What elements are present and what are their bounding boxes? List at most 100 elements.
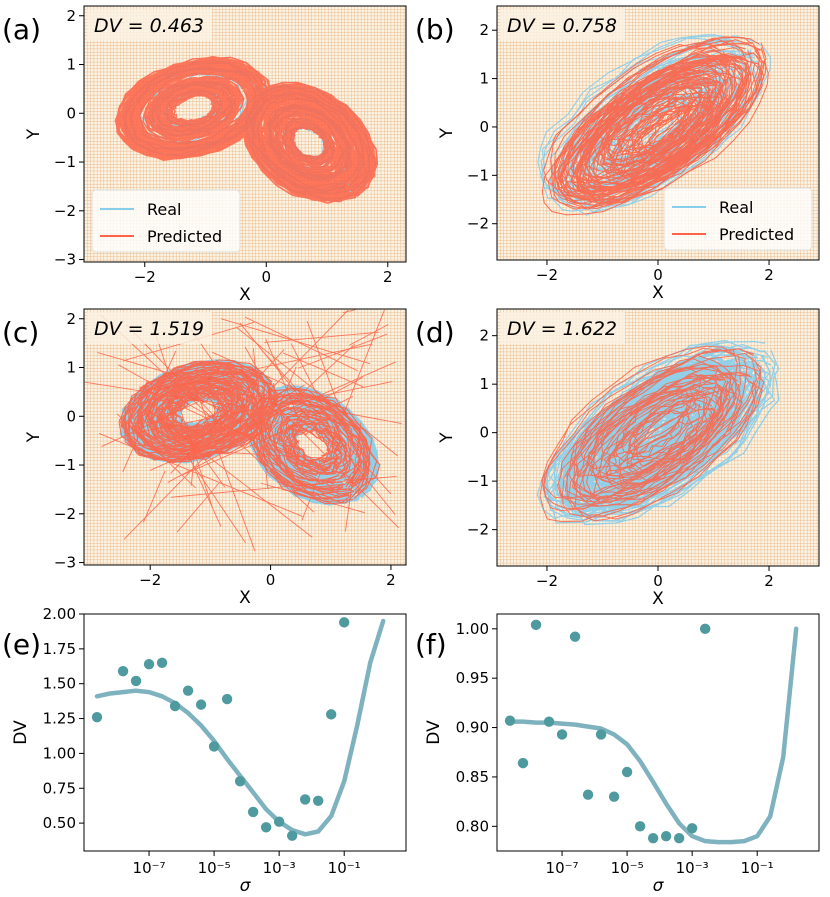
data-point <box>339 617 350 628</box>
y-tick-label: −2 <box>54 505 76 523</box>
streak <box>116 413 197 489</box>
x-tick-label: 2 <box>764 572 774 590</box>
data-point <box>234 776 246 787</box>
pred-loop <box>155 385 238 439</box>
streak <box>156 343 373 391</box>
streak <box>122 350 177 473</box>
panel-label: (c) <box>2 316 39 349</box>
chart-f: 10⁻⁷ 10⁻⁵ 10⁻³ 10⁻¹ 1.00 0.95 0.90 0.85 0.80 σ DV (… <box>415 613 820 896</box>
y-axis-label: Y <box>24 128 44 140</box>
data-point <box>117 665 129 677</box>
pred-loop <box>566 377 736 510</box>
data-point <box>673 832 685 844</box>
streak <box>344 422 362 532</box>
y-tick-label: 0.90 <box>456 719 489 737</box>
data-point <box>91 711 103 723</box>
y-tick-label: 0 <box>479 424 489 442</box>
data-point <box>169 700 181 712</box>
pred-loop <box>619 109 693 168</box>
streak <box>176 482 220 533</box>
pred-loop <box>627 403 693 456</box>
pred-loop <box>128 64 262 153</box>
pred-loop <box>155 81 231 135</box>
streak <box>147 379 226 488</box>
pred-loop <box>574 53 753 198</box>
streak <box>271 384 305 406</box>
pred-loop <box>612 387 721 475</box>
predicted-trajectory <box>114 55 379 204</box>
data-point <box>130 675 142 687</box>
y-tick-label: −3 <box>54 251 76 269</box>
pred-loop <box>621 83 706 150</box>
pred-loop <box>265 101 355 183</box>
dv-value: DV = 1.519 <box>94 318 204 340</box>
streak <box>290 343 346 449</box>
legend-label: Real <box>719 198 754 217</box>
predicted-trajectory <box>541 36 769 216</box>
data-point <box>208 741 220 752</box>
x-tick-label: 2 <box>386 571 396 589</box>
y-tick-label: 0 <box>479 118 489 136</box>
chart-e: 10⁻⁷ 10⁻⁵ 10⁻³ 10⁻¹ 2.00 1.75 1.50 1.25 1.00 0.75… <box>2 605 407 896</box>
data-point <box>608 791 620 802</box>
x-tick-label: 10⁻¹ <box>741 859 774 877</box>
streak <box>342 309 356 314</box>
streak <box>188 325 281 460</box>
data-point <box>569 631 581 642</box>
pred-loop <box>581 383 722 501</box>
pred-loop <box>578 75 711 179</box>
data-point <box>195 699 207 710</box>
y-tick-label: 2 <box>479 21 489 39</box>
x-tick-label: −2 <box>536 266 558 284</box>
chart-frame <box>83 613 407 852</box>
data-point <box>143 658 155 670</box>
panel-b: −2 0 2 2 1 0 −1 −2 X Y (b) DV = 0.758 Real Predicted <box>415 5 820 303</box>
data-point <box>699 623 711 635</box>
y-tick-label: 0.95 <box>456 669 489 687</box>
pred-loop <box>123 360 273 463</box>
y-axis-label: Y <box>437 127 457 139</box>
streak <box>97 352 366 431</box>
pred-loop <box>250 392 369 499</box>
data-point <box>686 823 698 834</box>
pred-loop <box>647 100 712 157</box>
dv-background <box>87 312 212 344</box>
y-tick-label: 1.25 <box>43 710 76 728</box>
pred-loop <box>593 373 755 505</box>
streak <box>100 314 315 513</box>
x-tick-label: 0 <box>261 268 271 286</box>
trajectories <box>114 55 379 204</box>
pred-loop <box>579 364 765 507</box>
pred-loop <box>255 96 363 191</box>
y-tick-label: 2 <box>66 7 76 25</box>
y-axis-label: DV <box>424 720 444 745</box>
pred-loop <box>280 117 339 171</box>
pred-loop <box>150 380 244 442</box>
pred-loop <box>620 392 697 455</box>
streak <box>182 422 304 476</box>
pred-loop <box>249 89 370 196</box>
legend: Real Predicted <box>91 189 241 253</box>
streak <box>236 327 399 457</box>
pred-loop <box>123 363 270 461</box>
streak <box>190 424 198 487</box>
panel-label: (e) <box>2 628 41 661</box>
pred-loop <box>117 58 269 159</box>
y-tick-label: −3 <box>54 554 76 572</box>
streak <box>239 392 402 425</box>
streak <box>118 364 256 443</box>
pred-loop <box>264 102 353 183</box>
pred-loop <box>172 394 223 430</box>
panel-frame <box>83 5 407 263</box>
pred-loop <box>168 92 218 125</box>
streak <box>84 381 245 408</box>
data-point <box>517 757 529 769</box>
y-tick-label: 0.75 <box>43 779 76 797</box>
pred-loop <box>165 89 222 128</box>
y-tick-label: 0.85 <box>456 768 489 786</box>
pred-loop <box>149 380 251 445</box>
pred-loop <box>159 386 239 439</box>
pred-loop <box>280 119 337 169</box>
fit-curve <box>94 618 386 837</box>
y-tick-label: 1 <box>479 375 489 393</box>
